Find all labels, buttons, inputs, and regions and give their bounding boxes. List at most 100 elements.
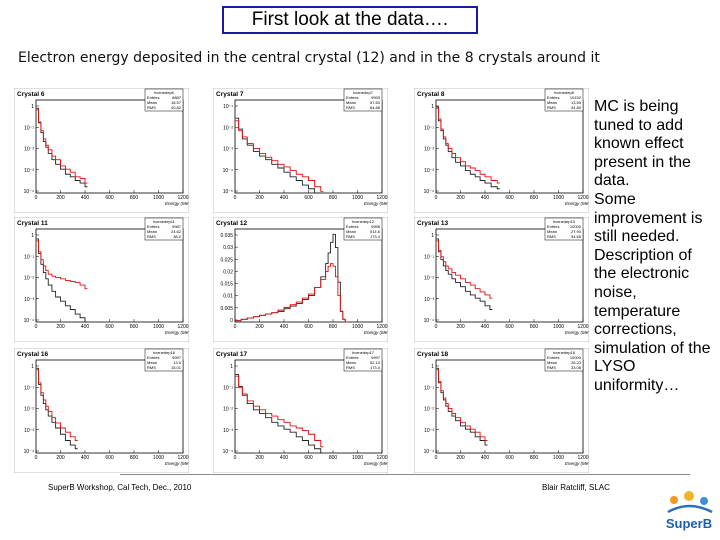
stats-box: [343, 88, 383, 112]
stats-label: Entries: [346, 95, 358, 100]
x-tick-label: 400: [481, 324, 490, 330]
y-tick-label: 10⁻²: [24, 276, 34, 282]
x-axis-label: Energy (MeV): [165, 330, 189, 335]
y-tick-label: 10⁻³: [24, 428, 34, 434]
y-tick-label: 10⁻¹: [24, 385, 34, 391]
x-tick-label: 1200: [177, 195, 188, 201]
stats-label: Entries: [547, 95, 559, 100]
x-tick-label: 1000: [553, 195, 564, 201]
y-tick-label: 0.005: [220, 306, 233, 312]
x-tick-label: 200: [255, 324, 264, 330]
x-axis-label: Energy (MeV): [364, 461, 388, 466]
x-tick-label: 0: [35, 455, 38, 461]
panel-title: Crystal 18: [417, 351, 448, 358]
stats-value: 26.23: [571, 360, 582, 365]
series-MC-line: [36, 369, 78, 441]
series-MC-line: [36, 109, 88, 184]
stats-name: hcenedep6: [154, 90, 175, 95]
stats-value: 34.65: [571, 234, 582, 239]
y-tick-label: 1: [31, 104, 34, 110]
y-tick-label: 10⁻³: [424, 168, 434, 174]
x-tick-label: 1000: [153, 324, 164, 330]
x-tick-label: 200: [456, 455, 465, 461]
y-tick-label: 10⁻⁴: [223, 168, 233, 174]
stats-box: [144, 348, 184, 372]
x-tick-label: 600: [505, 455, 514, 461]
x-tick-label: 600: [304, 324, 313, 330]
y-tick-label: 0.01: [223, 294, 233, 300]
stats-value: 9993: [371, 95, 381, 100]
x-axis-label: Energy (MeV): [565, 201, 589, 206]
stats-value: 10000: [570, 355, 582, 360]
stats-label: Entries: [547, 224, 559, 229]
x-axis-label: Energy (MeV): [565, 461, 589, 466]
x-axis-label: Energy (MeV): [165, 201, 189, 206]
series-data-line: [436, 367, 488, 446]
y-tick-label: 10⁻³: [223, 147, 233, 153]
x-tick-label: 200: [456, 195, 465, 201]
x-tick-label: 1000: [553, 455, 564, 461]
superb-logo: SuperB: [666, 491, 713, 531]
stats-label: RMS: [346, 105, 355, 110]
stats-label: Mean: [147, 229, 157, 234]
x-tick-label: 200: [255, 455, 264, 461]
stats-name: hcenedep11: [153, 219, 176, 224]
stats-name: hcenedep16: [153, 350, 176, 355]
series-MC-line: [436, 107, 500, 184]
slide-title: First look at the data….: [222, 6, 478, 34]
logo-orbit-icon: [667, 491, 713, 514]
y-tick-label: 10⁻²: [24, 407, 34, 413]
series-data-line: [36, 107, 88, 188]
stats-value: 173.0: [370, 365, 381, 370]
stats-value: 9997: [172, 355, 182, 360]
stats-label: Entries: [147, 224, 159, 229]
stats-name: hcenedep18: [553, 350, 576, 355]
x-tick-label: 1200: [376, 324, 387, 330]
y-tick-label: 1: [230, 364, 233, 370]
stats-value: 33.08: [571, 365, 582, 370]
y-tick-label: 10⁻⁴: [223, 449, 233, 455]
x-axis-label: Energy (MeV): [364, 330, 388, 335]
y-tick-label: 10⁻¹: [223, 104, 233, 110]
x-tick-label: 1000: [153, 455, 164, 461]
y-tick-label: 10⁻⁴: [424, 318, 434, 324]
y-tick-label: 10⁻⁵: [223, 189, 233, 195]
stats-name: hcenedep8: [554, 90, 575, 95]
crystal-panel-8: Crystal 18 hcenedep18 Entries 10000 Mean 26.2…: [414, 348, 589, 473]
stats-value: 24.62: [171, 229, 182, 234]
bullet-list: MC is being tuned to add known effect pr…: [594, 98, 716, 396]
x-tick-label: 400: [481, 195, 490, 201]
stats-value: 9996: [371, 224, 381, 229]
y-tick-label: 10⁻¹: [424, 385, 434, 391]
panel-title: Crystal 13: [417, 220, 448, 227]
x-tick-label: 1000: [352, 455, 363, 461]
x-tick-label: 200: [56, 195, 65, 201]
x-tick-label: 200: [456, 324, 465, 330]
x-tick-label: 200: [255, 195, 264, 201]
stats-box: [544, 348, 584, 372]
stats-value: 15.01: [171, 365, 182, 370]
x-tick-label: 400: [280, 324, 289, 330]
y-tick-label: 10⁻¹: [24, 125, 34, 131]
y-tick-label: 10⁻³: [424, 428, 434, 434]
stats-label: RMS: [547, 365, 556, 370]
x-tick-label: 800: [329, 455, 338, 461]
x-tick-label: 0: [35, 195, 38, 201]
series-MC-line: [235, 120, 324, 192]
stats-value: 9997: [371, 355, 381, 360]
x-tick-label: 600: [105, 324, 114, 330]
x-tick-label: 800: [329, 324, 338, 330]
crystal-panel-2: Crystal 8 hcenedep8 Entries 10152 Mean 13.55 R…: [414, 88, 589, 213]
x-tick-label: 0: [435, 195, 438, 201]
x-tick-label: 1200: [177, 455, 188, 461]
stats-label: Mean: [547, 360, 557, 365]
x-tick-label: 600: [105, 195, 114, 201]
stats-label: RMS: [547, 105, 556, 110]
stats-label: Entries: [547, 355, 559, 360]
stats-label: Mean: [346, 229, 356, 234]
